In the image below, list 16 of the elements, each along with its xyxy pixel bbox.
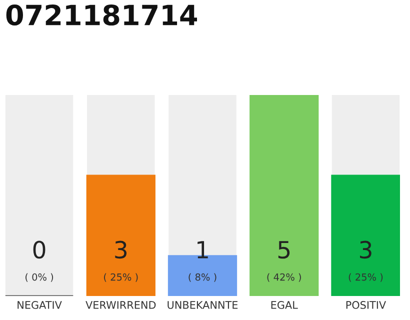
data-label: 0 [33,240,46,259]
annotation: ( 25% ) [104,273,138,282]
data-label: 1 [198,241,208,258]
annotation: ( 8% ) [188,273,216,282]
data-label: 5 [278,241,290,259]
x-tick-label: EGAL [271,301,298,309]
x-tick-label: POSITIV [346,301,386,309]
annotation: ( 0% ) [26,273,54,282]
annotation: ( 25% ) [348,273,383,282]
x-tick-label: VERWIRREND [86,301,156,309]
annotation: ( 42% ) [267,273,301,282]
x-tick-label: NEGATIV [18,301,62,309]
chart-title: 0721181714 [6,4,197,26]
data-label: 3 [360,240,372,259]
data-label: 3 [115,240,127,259]
x-tick-label: UNBEKANNTE [168,301,238,309]
